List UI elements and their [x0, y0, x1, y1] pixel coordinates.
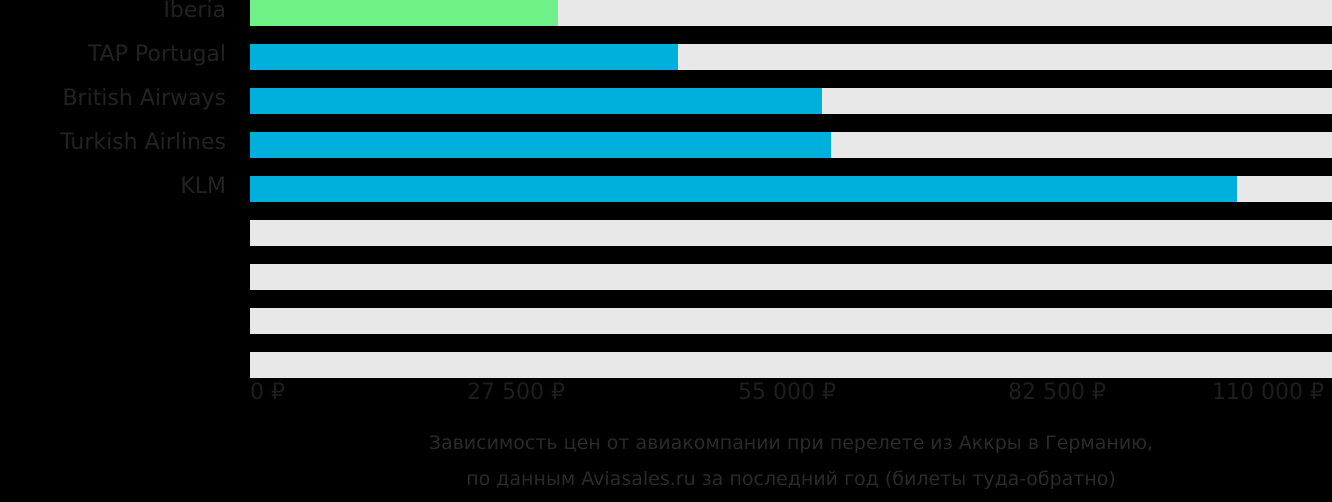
bar-fill: [250, 132, 832, 158]
bar-track: [250, 352, 1332, 378]
bar-label: British Airways: [62, 86, 226, 111]
bar-row-iberia: Iberia: [0, 0, 1332, 26]
bar-row-klm: KLM: [0, 174, 1332, 202]
x-tick-label: 27 500 ₽: [467, 380, 565, 405]
chart-caption-line-1: Зависимость цен от авиакомпании при пере…: [428, 432, 1154, 454]
bar-label: Iberia: [163, 0, 226, 23]
bar-track: [250, 308, 1332, 334]
x-tick-label: 0 ₽: [250, 380, 285, 405]
bar-fill: [250, 176, 1237, 202]
chart-caption-line-2: по данным Aviasales.ru за последний год …: [466, 468, 1116, 490]
bar-row-tap-portugal: TAP Portugal: [0, 42, 1332, 70]
bar-label: KLM: [180, 174, 226, 199]
bar-row-turkish-airlines: Turkish Airlines: [0, 130, 1332, 158]
bar-fill: [250, 0, 558, 26]
bar-track: [250, 264, 1332, 290]
bar-row-empty: [0, 220, 1332, 246]
bar-row-empty: [0, 308, 1332, 334]
bar-label: TAP Portugal: [87, 42, 226, 67]
bar-track: [250, 0, 1332, 26]
bar-track: [250, 44, 1332, 70]
bar-row-empty: [0, 264, 1332, 290]
bar-track: [250, 132, 1332, 158]
x-tick-label: 110 000 ₽: [1212, 380, 1324, 405]
bar-fill: [250, 88, 822, 114]
bar-track: [250, 220, 1332, 246]
x-tick-label: 82 500 ₽: [1008, 380, 1106, 405]
bar-track: [250, 176, 1332, 202]
bar-track: [250, 88, 1332, 114]
bar-label: Turkish Airlines: [60, 130, 226, 155]
x-tick-label: 55 000 ₽: [738, 380, 836, 405]
bar-fill: [250, 44, 678, 70]
bar-row-empty: [0, 352, 1332, 378]
bar-row-british-airways: British Airways: [0, 86, 1332, 114]
